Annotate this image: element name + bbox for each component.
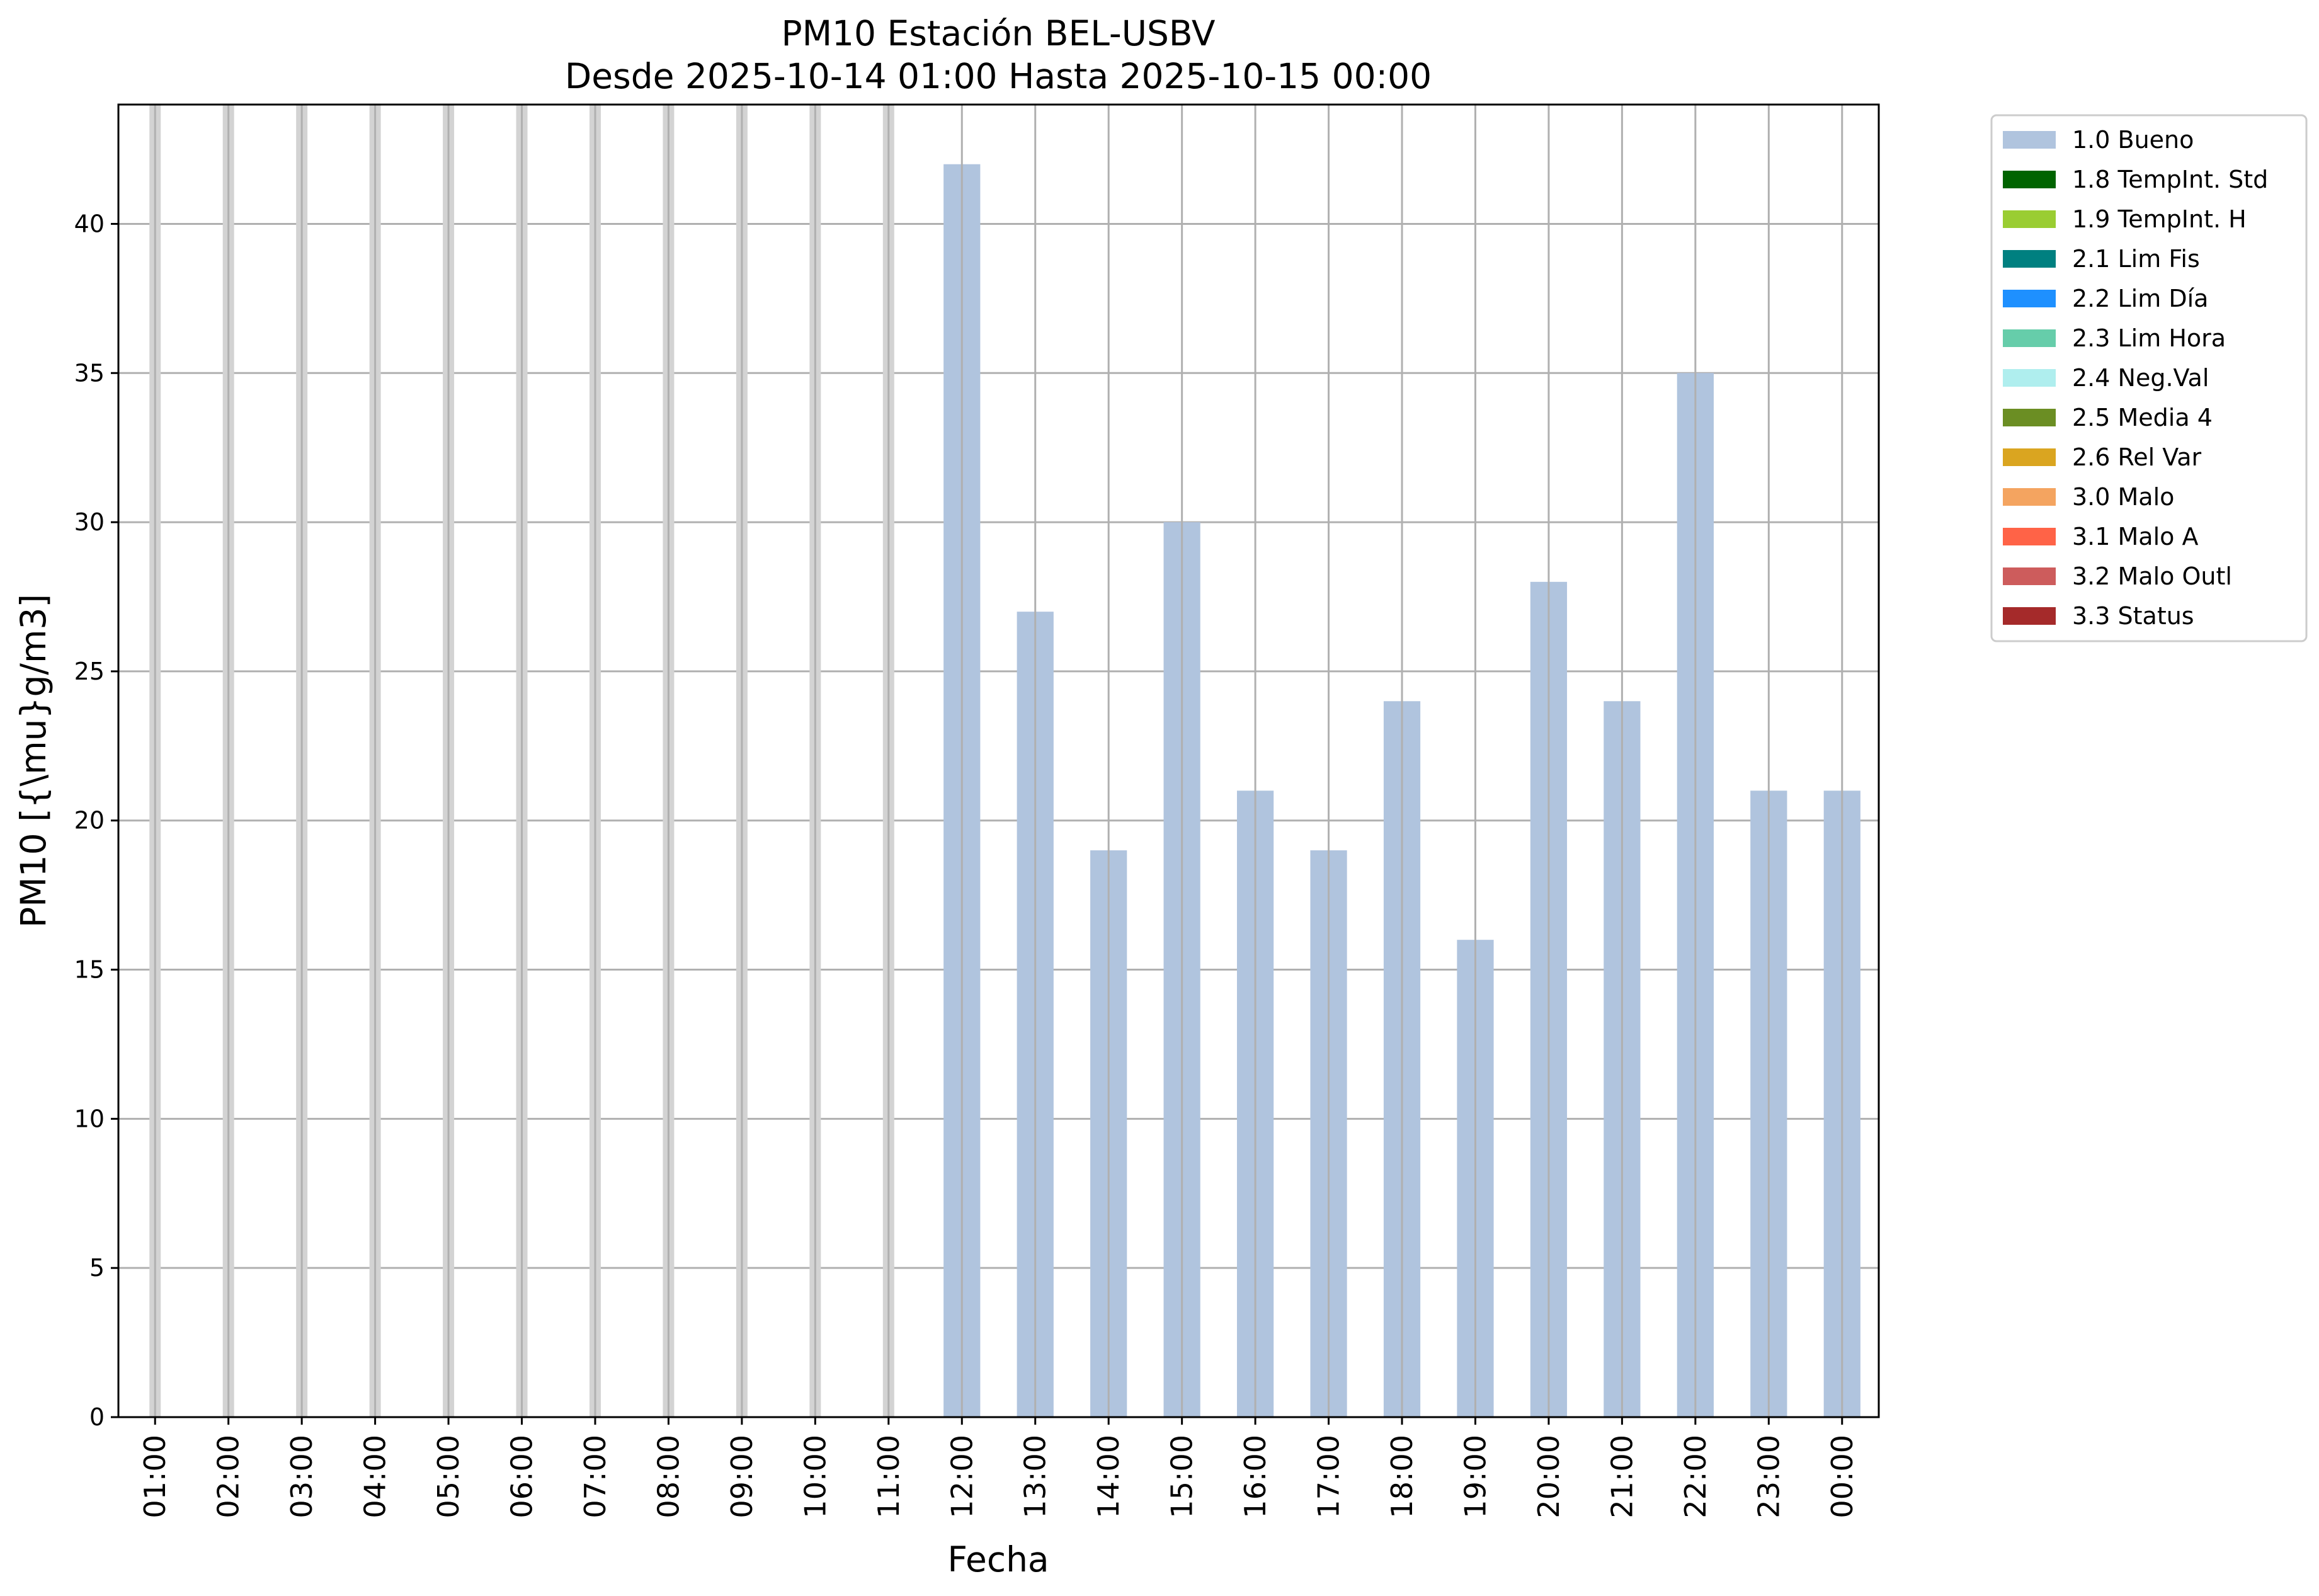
legend-swatch [2003,448,2056,466]
chart-subtitle: Desde 2025-10-14 01:00 Hasta 2025-10-15 … [565,56,1432,96]
x-tick-label: 15:00 [1165,1435,1199,1519]
x-tick-label: 01:00 [138,1435,172,1519]
legend-swatch [2003,210,2056,228]
legend-entry: 3.0 Malo [2072,483,2174,511]
plot-frame [117,103,1880,1418]
legend-swatch [2003,607,2056,625]
y-axis-ticks: 0 5 10 15 20 25 30 35 40 [74,210,118,1431]
y-tick-label: 5 [89,1254,105,1282]
x-tick-label: 23:00 [1752,1435,1786,1519]
x-tick-label: 13:00 [1018,1435,1052,1519]
y-tick-label: 30 [74,508,105,536]
legend-swatch [2003,528,2056,545]
x-tick-label: 21:00 [1605,1435,1639,1519]
legend-entry: 3.1 Malo A [2072,523,2198,550]
x-tick-label: 12:00 [945,1435,979,1519]
legend-entry: 2.6 Rel Var [2072,443,2202,471]
y-tick-label: 35 [74,359,105,387]
y-tick-label: 25 [74,658,105,685]
legend-swatch [2003,567,2056,585]
legend-entry: 2.1 Lim Fis [2072,245,2200,273]
y-tick-label: 0 [89,1403,105,1431]
legend-swatch [2003,409,2056,426]
x-tick-label: 17:00 [1312,1435,1346,1519]
x-tick-label: 19:00 [1458,1435,1492,1519]
x-grid-overlay [154,105,1843,1417]
x-tick-label: 08:00 [651,1435,685,1519]
x-tick-label: 02:00 [212,1435,246,1519]
legend-entry: 2.2 Lim Día [2072,285,2208,312]
legend-swatch [2003,488,2056,506]
x-tick-label: 18:00 [1385,1435,1419,1519]
y-tick-label: 15 [74,956,105,984]
legend-swatch [2003,329,2056,347]
x-tick-label: 14:00 [1091,1435,1125,1519]
legend-swatch [2003,250,2056,268]
legend-entry: 3.3 Status [2072,602,2194,630]
x-tick-label: 10:00 [798,1435,832,1519]
x-tick-label: 00:00 [1825,1435,1859,1519]
x-tick-label: 04:00 [358,1435,392,1519]
x-axis-label: Fecha [947,1539,1049,1580]
legend-entry: 3.2 Malo Outl [2072,562,2232,590]
x-tick-label: 07:00 [578,1435,612,1519]
legend-swatch [2003,171,2056,188]
x-tick-label: 22:00 [1678,1435,1712,1519]
legend-entry: 2.4 Neg.Val [2072,364,2209,392]
x-tick-label: 09:00 [725,1435,759,1519]
grid-lines [118,222,1879,1418]
x-tick-label: 06:00 [505,1435,539,1519]
y-axis-label: PM10 [{\mu}g/m3] [13,594,54,928]
legend: 1.0 Bueno 1.8 TempInt. Std 1.9 TempInt. H 2… [1990,114,2308,642]
legend-frame [1990,114,2308,642]
legend-entry: 1.8 TempInt. Std [2072,166,2268,193]
y-tick-label: 40 [74,210,105,237]
legend-swatch [2003,290,2056,307]
x-tick-label: 05:00 [431,1435,465,1519]
legend-swatch [2003,369,2056,387]
legend-swatch [2003,131,2056,149]
y-tick-label: 20 [74,807,105,835]
x-tick-label: 11:00 [872,1435,906,1519]
legend-entry: 1.0 Bueno [2072,126,2194,154]
y-tick-label: 10 [74,1105,105,1132]
legend-entry: 2.5 Media 4 [2072,404,2213,431]
x-tick-label: 20:00 [1532,1435,1566,1519]
legend-entry: 1.9 TempInt. H [2072,205,2247,233]
x-tick-label: 03:00 [285,1435,319,1519]
chart-title: PM10 Estación BEL-USBV [781,13,1215,54]
x-axis-ticks: 01:00 02:00 03:00 04:00 05:00 06:00 07:00 08:00… [138,1417,1859,1519]
x-tick-label: 16:00 [1238,1435,1272,1519]
legend-entry: 2.3 Lim Hora [2072,324,2226,352]
